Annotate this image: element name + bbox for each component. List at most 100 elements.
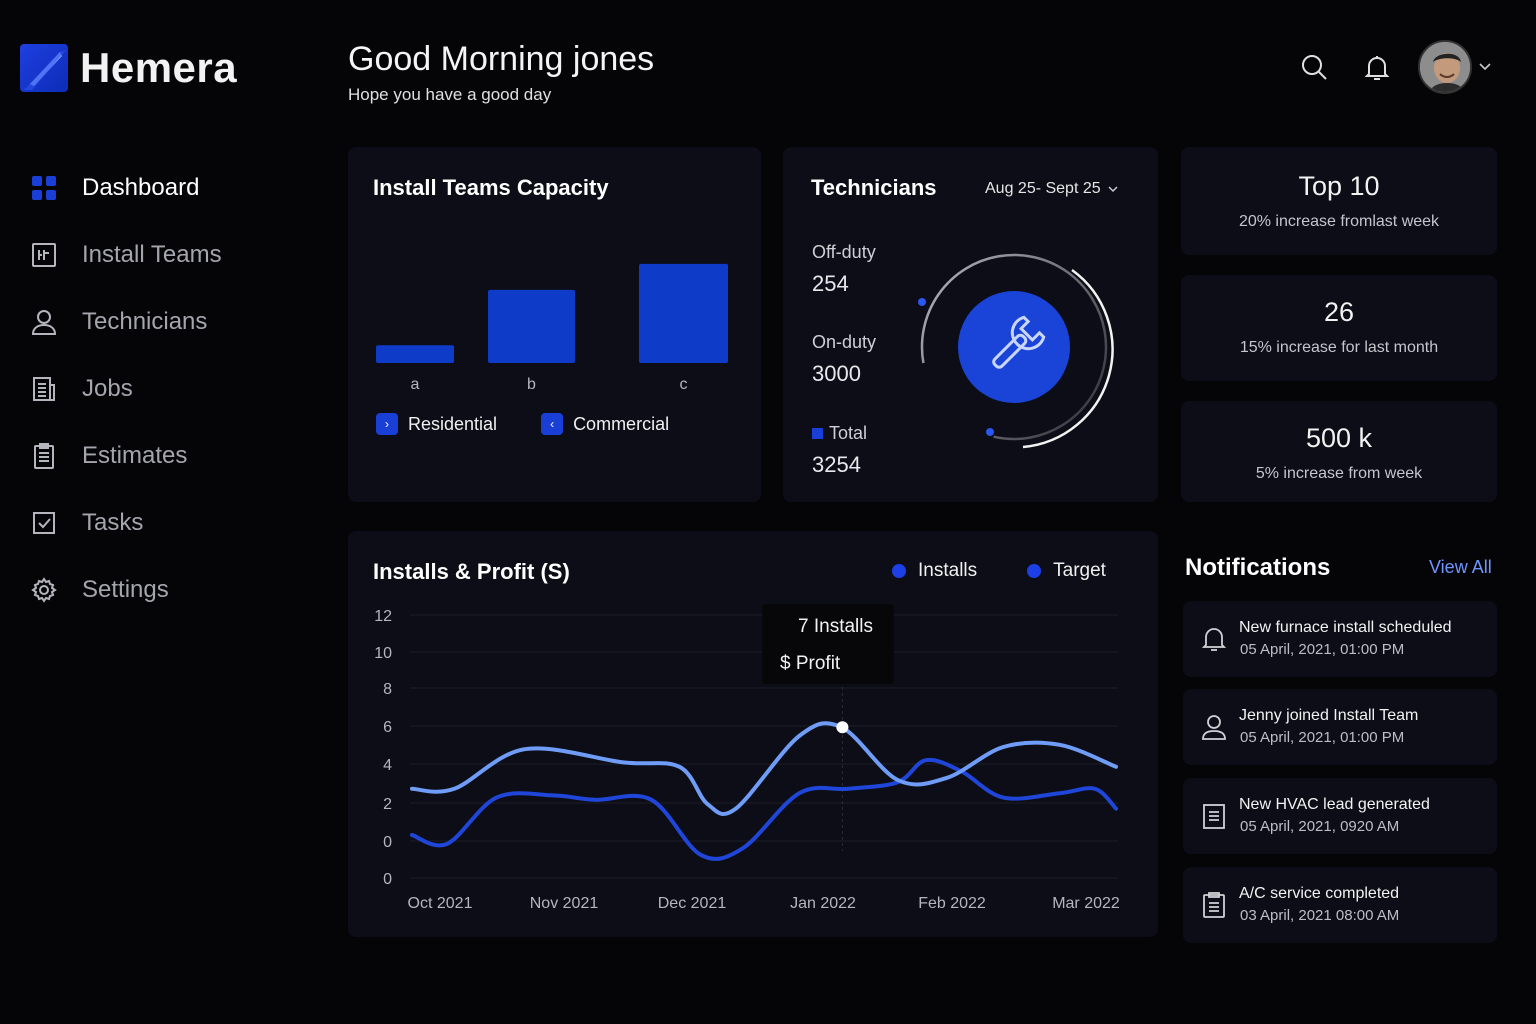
card-title: Technicians [811, 175, 937, 200]
series-line-target[interactable] [410, 757, 1118, 861]
capacity-bar-chart: a b c [376, 263, 728, 393]
y-tick-label: 4 [383, 757, 392, 774]
card-title: Installs & Profit (S) [373, 559, 570, 584]
installs-line-chart: 12 10 8 6 4 2 0 0 Oct 2021 Nov 2021 Dec 2021 Jan 20… [374, 608, 1120, 912]
sidebar-item-label: Tasks [82, 508, 144, 536]
sidebar-item-label: Settings [82, 575, 169, 603]
kpi-card: 26 15% increase for last month [1181, 275, 1497, 381]
chart-tooltip: 7 Installs $ Profit [762, 604, 894, 684]
notification-item[interactable]: Jenny joined Install Team 05 April, 2021… [1183, 689, 1497, 765]
y-tick-label: 6 [383, 719, 392, 736]
bell-icon [1201, 625, 1227, 653]
page-subtitle: Hope you have a good day [348, 85, 552, 104]
technicians-card: Technicians Aug 25- Sept 25 Off-duty 254… [783, 147, 1158, 502]
x-tick-label: Dec 2021 [658, 895, 727, 912]
greeting-block: Good Morning jones Hope you have a good … [348, 40, 654, 105]
avatar[interactable] [1418, 40, 1472, 94]
on-duty-stat: On-duty 3000 [812, 332, 876, 387]
notification-item[interactable]: New HVAC lead generated 05 April, 2021, … [1183, 778, 1497, 854]
chevron-right-icon: › [376, 413, 398, 435]
date-range-picker[interactable]: Aug 25- Sept 25 [985, 180, 1119, 198]
kpi-subtext: 20% increase fromlast week [1238, 213, 1440, 230]
y-tick-label: 0 [383, 834, 392, 851]
total-stat: Total 3254 [812, 423, 867, 478]
sidebar-item-settings[interactable]: Settings [28, 556, 308, 623]
y-tick-label: 2 [383, 796, 392, 813]
team-board-icon [28, 239, 60, 271]
legend-commercial[interactable]: ‹ Commercial [541, 413, 669, 435]
total-label: Total [829, 423, 868, 443]
total-swatch [812, 428, 823, 439]
stat-label: Total [812, 423, 867, 444]
sidebar-item-jobs[interactable]: Jobs [28, 355, 308, 422]
stat-value: 3000 [812, 361, 861, 386]
logo-mark-icon [20, 44, 68, 92]
y-tick-label: 8 [383, 681, 392, 698]
document-icon [28, 373, 60, 405]
sidebar-item-dashboard[interactable]: Dashboard [28, 154, 308, 221]
grid-icon [28, 172, 60, 204]
y-tick-label: 0 [383, 871, 392, 888]
legend-label: Commercial [573, 413, 670, 434]
bar-category-label: b [527, 376, 536, 393]
document-icon [1201, 802, 1227, 830]
date-range-label: Aug 25- Sept 25 [985, 180, 1101, 197]
notification-item[interactable]: New furnace install scheduled 05 April, … [1183, 601, 1497, 677]
notification-title: New HVAC lead generated [1239, 796, 1430, 813]
sidebar-item-estimates[interactable]: Estimates [28, 422, 308, 489]
bar-category-label: c [680, 376, 688, 393]
notification-item[interactable]: A/C service completed 03 April, 2021 08:… [1183, 867, 1497, 943]
clipboard-icon [28, 440, 60, 472]
chevron-down-icon[interactable] [1478, 59, 1492, 78]
y-tick-label: 10 [374, 645, 392, 662]
stat-label: On-duty [812, 332, 877, 352]
legend-residential[interactable]: › Residential [376, 413, 497, 435]
x-tick-label: Feb 2022 [918, 895, 986, 912]
sidebar-nav: Dashboard Install Teams Technicians Jobs [28, 154, 308, 623]
bar-a[interactable] [376, 345, 454, 363]
notifications-title: Notifications [1185, 554, 1331, 581]
stat-value: 3254 [812, 452, 861, 477]
notification-title: New furnace install scheduled [1239, 619, 1452, 636]
sidebar-item-tasks[interactable]: Tasks [28, 489, 308, 556]
bar-c[interactable] [639, 263, 728, 363]
sidebar-item-technicians[interactable]: Technicians [28, 288, 308, 355]
user-icon [28, 306, 60, 338]
bar-b[interactable] [488, 289, 575, 363]
chevron-left-icon: ‹ [541, 413, 564, 435]
legend-installs[interactable]: Installs [892, 560, 977, 582]
tooltip-installs: 7 Installs [798, 616, 873, 637]
sidebar-item-label: Jobs [82, 374, 133, 402]
kpi-card: 500 k 5% increase from week [1181, 401, 1497, 502]
notification-time: 05 April, 2021, 01:00 PM [1240, 729, 1405, 746]
kpi-card: Top 10 20% increase fromlast week [1181, 147, 1497, 255]
legend-dot [892, 564, 906, 578]
app-name: Hemera [80, 44, 238, 91]
technician-gauge [918, 253, 1114, 449]
bell-icon[interactable] [1362, 52, 1392, 82]
sidebar-item-label: Estimates [82, 441, 188, 469]
x-tick-label: Mar 2022 [1052, 895, 1120, 912]
kpi-value: 26 [1323, 297, 1355, 327]
app-logo[interactable]: Hemera [20, 44, 237, 92]
legend-target[interactable]: Target [1027, 560, 1106, 582]
legend-label: Target [1053, 560, 1106, 581]
search-icon[interactable] [1299, 52, 1329, 82]
kpi-value: Top 10 [1298, 171, 1380, 201]
legend-label: Installs [918, 560, 978, 581]
sidebar-item-label: Technicians [82, 307, 208, 335]
bar-category-label: a [411, 376, 420, 393]
stat-value: 254 [812, 271, 849, 296]
notification-time: 03 April, 2021 08:00 AM [1240, 907, 1400, 924]
x-tick-label: Jan 2022 [790, 895, 856, 912]
view-all-link[interactable]: View All [1429, 557, 1492, 577]
kpi-subtext: 15% increase for last month [1239, 339, 1439, 356]
x-tick-label: Nov 2021 [530, 895, 599, 912]
x-tick-label: Oct 2021 [408, 895, 473, 912]
sidebar-item-install-teams[interactable]: Install Teams [28, 221, 308, 288]
chevron-down-icon [1108, 186, 1118, 193]
series-line-installs[interactable] [410, 721, 1118, 817]
install-capacity-card: Install Teams Capacity a b c › Residential… [348, 147, 761, 502]
user-icon [1201, 713, 1227, 741]
highlight-point[interactable] [836, 721, 849, 734]
